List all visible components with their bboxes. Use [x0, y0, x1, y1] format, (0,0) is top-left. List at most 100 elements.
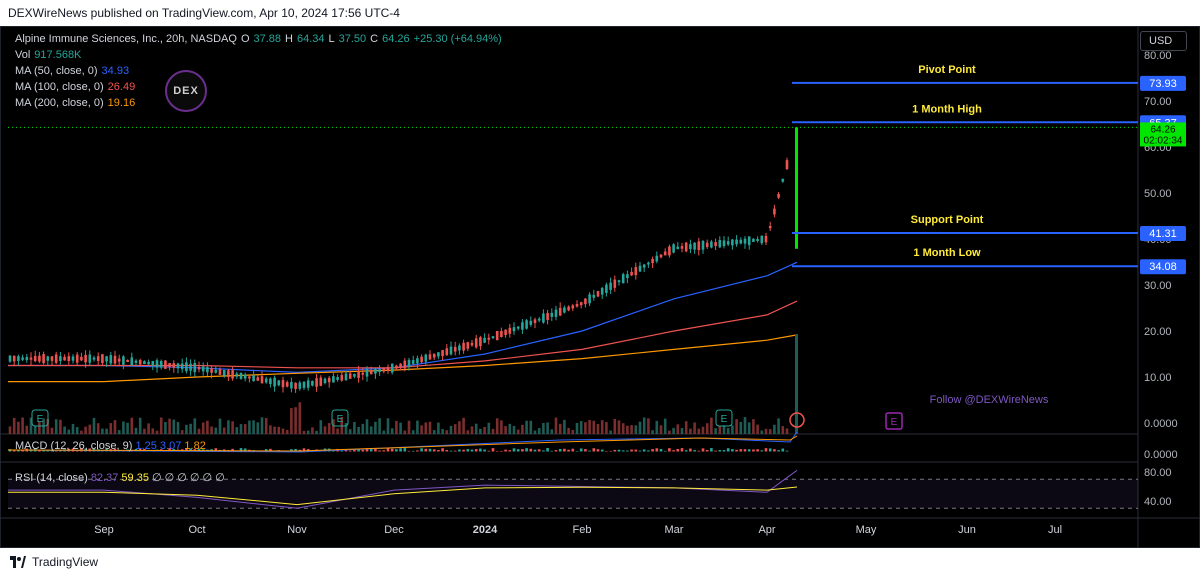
candle-body: [311, 380, 314, 386]
candle-body: [495, 330, 499, 341]
candle-body: [340, 374, 344, 381]
volume-bar: [697, 428, 701, 434]
macd-label: MACD (12, 26, close, 9): [15, 440, 133, 452]
macd-hist-bar: [571, 448, 575, 452]
macd-hist-bar: [579, 448, 583, 452]
macd-hist-bar: [470, 449, 474, 452]
candle-body: [445, 348, 449, 356]
candle-body: [546, 312, 549, 320]
candle-body: [214, 369, 218, 373]
rsi-tick-label: 40.00: [1144, 496, 1172, 508]
macd-hist-bar: [621, 450, 625, 452]
macd-hist-bar: [50, 450, 54, 452]
macd-hist-bar: [449, 450, 453, 452]
volume-bar: [760, 430, 764, 434]
candle-body: [508, 327, 512, 334]
candle-body: [626, 274, 629, 279]
price-chart[interactable]: 80.0070.0060.0050.0040.0030.0020.0010.00…: [0, 26, 1200, 548]
candle-body: [617, 280, 621, 283]
candle-body: [33, 356, 37, 362]
macd-hist-bar: [684, 450, 688, 452]
volume-bar: [92, 417, 96, 434]
candle-body: [458, 345, 461, 351]
time-tick-label: Sep: [94, 524, 114, 536]
currency-button[interactable]: USD: [1140, 31, 1187, 51]
volume-bar: [516, 429, 520, 434]
candle-body: [399, 363, 402, 368]
candle-body: [437, 352, 440, 357]
candle-body: [84, 354, 87, 363]
ma100-label: MA (100, close, 0): [15, 81, 104, 93]
macd-hist-bar: [609, 450, 612, 452]
candle-body: [298, 382, 302, 389]
volume-bar: [701, 426, 705, 434]
close-value: 64.26: [382, 33, 410, 45]
ma100-line: [8, 300, 798, 369]
volume-bar: [626, 425, 629, 434]
volume-bar: [46, 418, 50, 434]
candle-body: [600, 287, 604, 295]
candle-body: [12, 355, 16, 362]
candle-body: [374, 369, 377, 374]
macd-hist-bar: [588, 450, 591, 452]
volume-bar: [684, 421, 688, 434]
volume-bar: [449, 425, 453, 434]
candle-body: [701, 240, 705, 250]
volume-bar: [731, 425, 734, 434]
volume-bar: [189, 423, 192, 434]
volume-bar: [96, 423, 100, 434]
macd-hist-bar: [21, 450, 24, 452]
volume-bar: [348, 429, 352, 434]
candle-body: [80, 356, 83, 361]
footer-bar: TradingView: [0, 548, 1200, 576]
volume-bar: [756, 424, 759, 434]
volume-bar: [67, 429, 71, 434]
candle-body: [227, 370, 230, 377]
candle-body: [680, 246, 684, 249]
volume-bar: [403, 430, 407, 434]
macd-hist-bar: [634, 449, 638, 452]
candle-body: [54, 354, 58, 363]
volume-bar: [155, 430, 159, 434]
ma200-row: MA (200, close, 0) 19.16: [15, 95, 502, 111]
macd-hist-bar: [424, 448, 428, 452]
volume-bar: [101, 428, 104, 434]
candle-body: [206, 367, 209, 373]
candle-body: [710, 241, 713, 248]
volume-bar: [374, 421, 377, 434]
ma200-label: MA (200, close, 0): [15, 97, 104, 109]
ma50-line: [8, 261, 798, 374]
ma200-line: [8, 334, 798, 383]
volume-bar: [281, 428, 285, 434]
candle-body: [369, 370, 373, 375]
candle-body: [88, 354, 92, 363]
macd-hist-bar: [651, 449, 654, 452]
macd-signal-line: [7, 435, 798, 452]
candle-body: [663, 251, 667, 256]
macd-hist-bar: [508, 450, 512, 452]
macd-hist-bar: [596, 449, 600, 452]
volume-bar: [306, 430, 310, 434]
price-tick-label: 50.00: [1144, 188, 1172, 200]
volume-bar: [180, 430, 184, 434]
volume-bar: [323, 426, 327, 434]
volume-bar: [722, 425, 726, 434]
candle-body: [332, 376, 335, 383]
candle-body: [122, 356, 125, 365]
candle-body: [705, 242, 709, 248]
candle-body: [239, 372, 243, 379]
macd-hist-bar: [760, 450, 764, 452]
volume-bar: [201, 422, 205, 434]
attribution-bar: DEXWireNews published on TradingView.com…: [0, 0, 1200, 26]
candle-body: [500, 330, 503, 337]
macd-hist-bar: [487, 450, 491, 452]
volume-bar: [592, 420, 596, 434]
macd-hist-bar: [365, 448, 369, 452]
macd-hist-bar: [290, 449, 293, 452]
candle-body: [59, 356, 62, 361]
macd-hist-bar: [403, 448, 407, 452]
candle-body: [168, 363, 171, 368]
chart-frame[interactable]: [0, 26, 1200, 548]
volume-bar: [185, 424, 188, 434]
attribution-text: DEXWireNews published on TradingView.com…: [8, 6, 400, 20]
